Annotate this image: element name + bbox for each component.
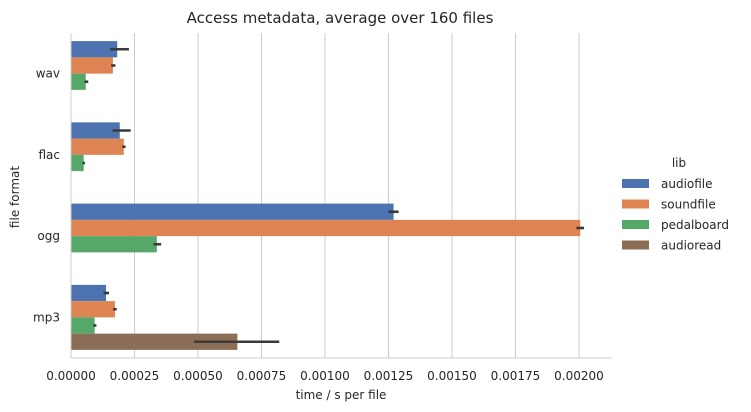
legend-label-audioread: audioread	[661, 239, 721, 253]
y-tick-label: ogg	[37, 229, 60, 243]
bar-audiofile-wav	[71, 41, 118, 58]
error-layer	[82, 47, 585, 344]
x-tick-label: 0.00075	[237, 369, 287, 383]
y-axis-label: file format	[8, 166, 22, 228]
x-tick-label: 0.00025	[110, 369, 160, 383]
legend-swatch-soundfile	[622, 199, 649, 209]
legend-swatch-pedalboard	[622, 220, 649, 229]
legend-label-pedalboard: pedalboard	[661, 218, 729, 232]
legend-swatch-audioread	[622, 240, 649, 250]
bar-pedalboard-ogg	[71, 236, 157, 253]
bar-soundfile-ogg	[71, 219, 581, 237]
y-tick-label: flac	[38, 148, 60, 162]
x-axis-label: time / s per file	[296, 388, 387, 402]
bar-audiofile-mp3	[71, 284, 107, 302]
x-tick-label: 0.00200	[554, 369, 604, 383]
grid-layer	[70, 33, 580, 358]
x-tick-label: 0.00125	[364, 369, 414, 383]
legend-label-audiofile: audiofile	[661, 177, 713, 191]
legend-title: lib	[672, 156, 686, 170]
bar-audiofile-flac	[71, 122, 120, 139]
legend-label-soundfile: soundfile	[661, 198, 716, 212]
bar-soundfile-mp3	[71, 301, 115, 318]
bar-soundfile-flac	[71, 138, 124, 155]
bar-layer	[71, 41, 581, 350]
x-tick-label: 0.00000	[46, 369, 96, 383]
bar-pedalboard-mp3	[71, 317, 95, 334]
bar-audioread-mp3	[71, 333, 238, 350]
y-tick-label: mp3	[33, 310, 60, 324]
legend-swatch-audiofile	[622, 179, 649, 188]
y-tick-label: wav	[36, 67, 60, 81]
chart-title: Access metadata, average over 160 files	[187, 9, 494, 27]
x-tick-label: 0.00175	[491, 369, 541, 383]
bar-soundfile-wav	[71, 57, 113, 74]
bar-audiofile-ogg	[71, 203, 394, 220]
axis-layer: 0.00000 0.00025 0.00050 0.00075 0.00100 0.001…	[33, 33, 612, 383]
bar-pedalboard-flac	[71, 154, 84, 172]
x-tick-label: 0.00150	[427, 369, 477, 383]
x-tick-label: 0.00100	[300, 369, 350, 383]
x-tick-label: 0.00050	[173, 369, 223, 383]
bar-pedalboard-wav	[71, 73, 86, 90]
legend: lib audiofile soundfile pedalboard audiorea…	[622, 156, 729, 253]
